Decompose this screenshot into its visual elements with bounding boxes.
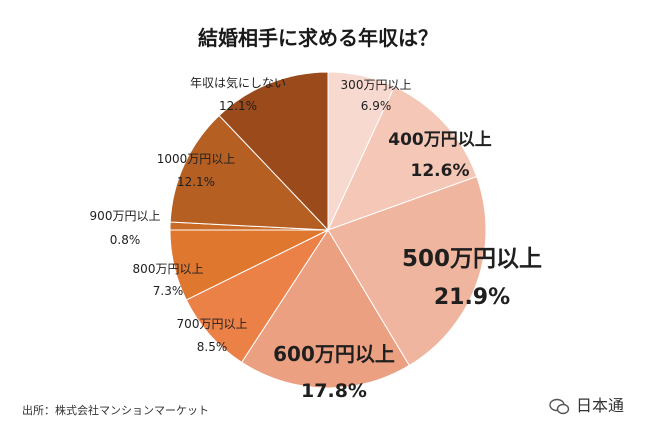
pie-slice <box>218 71 329 232</box>
pie-slice <box>185 228 330 364</box>
slice-value-label: 0.8% <box>110 233 141 247</box>
slice-value-label: 8.5% <box>197 340 228 354</box>
slice-labels: 300万円以上 6.9% 400万円以上 12.6% 500万円以上 21.9% 600万円… <box>90 75 542 402</box>
slice-label: 1000万円以上 <box>157 152 236 166</box>
slice-value-label: 12.1% <box>219 99 257 113</box>
slice-value-label: 17.8% <box>301 380 367 402</box>
pie-slice <box>327 85 478 231</box>
pie-slice <box>169 114 330 231</box>
slice-label: 400万円以上 <box>388 130 492 150</box>
slice-label: 800万円以上 <box>133 262 204 276</box>
source-note: 出所：株式会社マンションマーケット <box>22 403 209 417</box>
slice-value-label: 12.1% <box>177 175 215 189</box>
slice-value-label: 7.3% <box>153 284 184 298</box>
pie-slice <box>327 175 487 367</box>
slice-label: 900万円以上 <box>90 209 161 223</box>
pie-slice <box>240 229 410 389</box>
watermark-text: 日本通 <box>576 396 624 415</box>
slice-value-label: 21.9% <box>434 285 510 310</box>
chart-title: 結婚相手に求める年収は？ <box>198 26 438 50</box>
slice-label: 500万円以上 <box>402 246 542 272</box>
slice-value-label: 6.9% <box>361 99 392 113</box>
slice-label: 600万円以上 <box>273 342 395 366</box>
slice-label: 年収は気にしない <box>190 75 286 90</box>
wechat-icon <box>549 398 570 415</box>
slice-label: 700万円以上 <box>177 317 248 331</box>
watermark: 日本通 <box>549 396 624 415</box>
pie-slices <box>169 71 487 389</box>
slice-value-label: 12.6% <box>411 161 470 181</box>
slice-label: 300万円以上 <box>341 78 412 92</box>
